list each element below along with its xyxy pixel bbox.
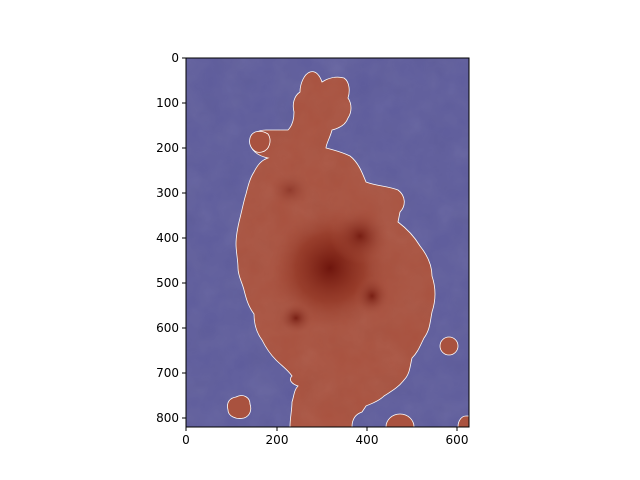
y-tick-label: 600 <box>156 321 179 335</box>
y-tick-label: 700 <box>156 366 179 380</box>
x-tick-label: 400 <box>356 433 379 447</box>
blob-upper-left <box>249 130 271 153</box>
x-axis: 0 200 400 600 <box>182 427 468 447</box>
y-tick-label: 100 <box>156 96 179 110</box>
blob-bottom-right <box>385 413 415 427</box>
y-tick-label: 800 <box>156 411 179 425</box>
lesion-shade-top <box>268 172 312 208</box>
lesion-region <box>235 71 436 427</box>
y-axis: 0 100 200 300 400 500 600 700 800 <box>156 51 186 425</box>
y-tick-label: 200 <box>156 141 179 155</box>
segmentation-image <box>186 58 469 427</box>
y-tick-label: 300 <box>156 186 179 200</box>
axes-frame <box>185 57 470 428</box>
lesion-core-lower <box>278 302 314 334</box>
y-tick-label: 400 <box>156 231 179 245</box>
x-tick-label: 200 <box>266 433 289 447</box>
satellite-blobs <box>227 130 469 427</box>
y-tick-label: 500 <box>156 276 179 290</box>
x-tick-label: 600 <box>446 433 469 447</box>
y-tick-label: 0 <box>171 51 179 65</box>
blob-right <box>439 336 459 356</box>
x-tick-label: 0 <box>182 433 190 447</box>
lesion-core-upper <box>330 208 390 264</box>
lesion-core-right <box>354 276 390 316</box>
blob-bottom-left <box>227 395 252 419</box>
